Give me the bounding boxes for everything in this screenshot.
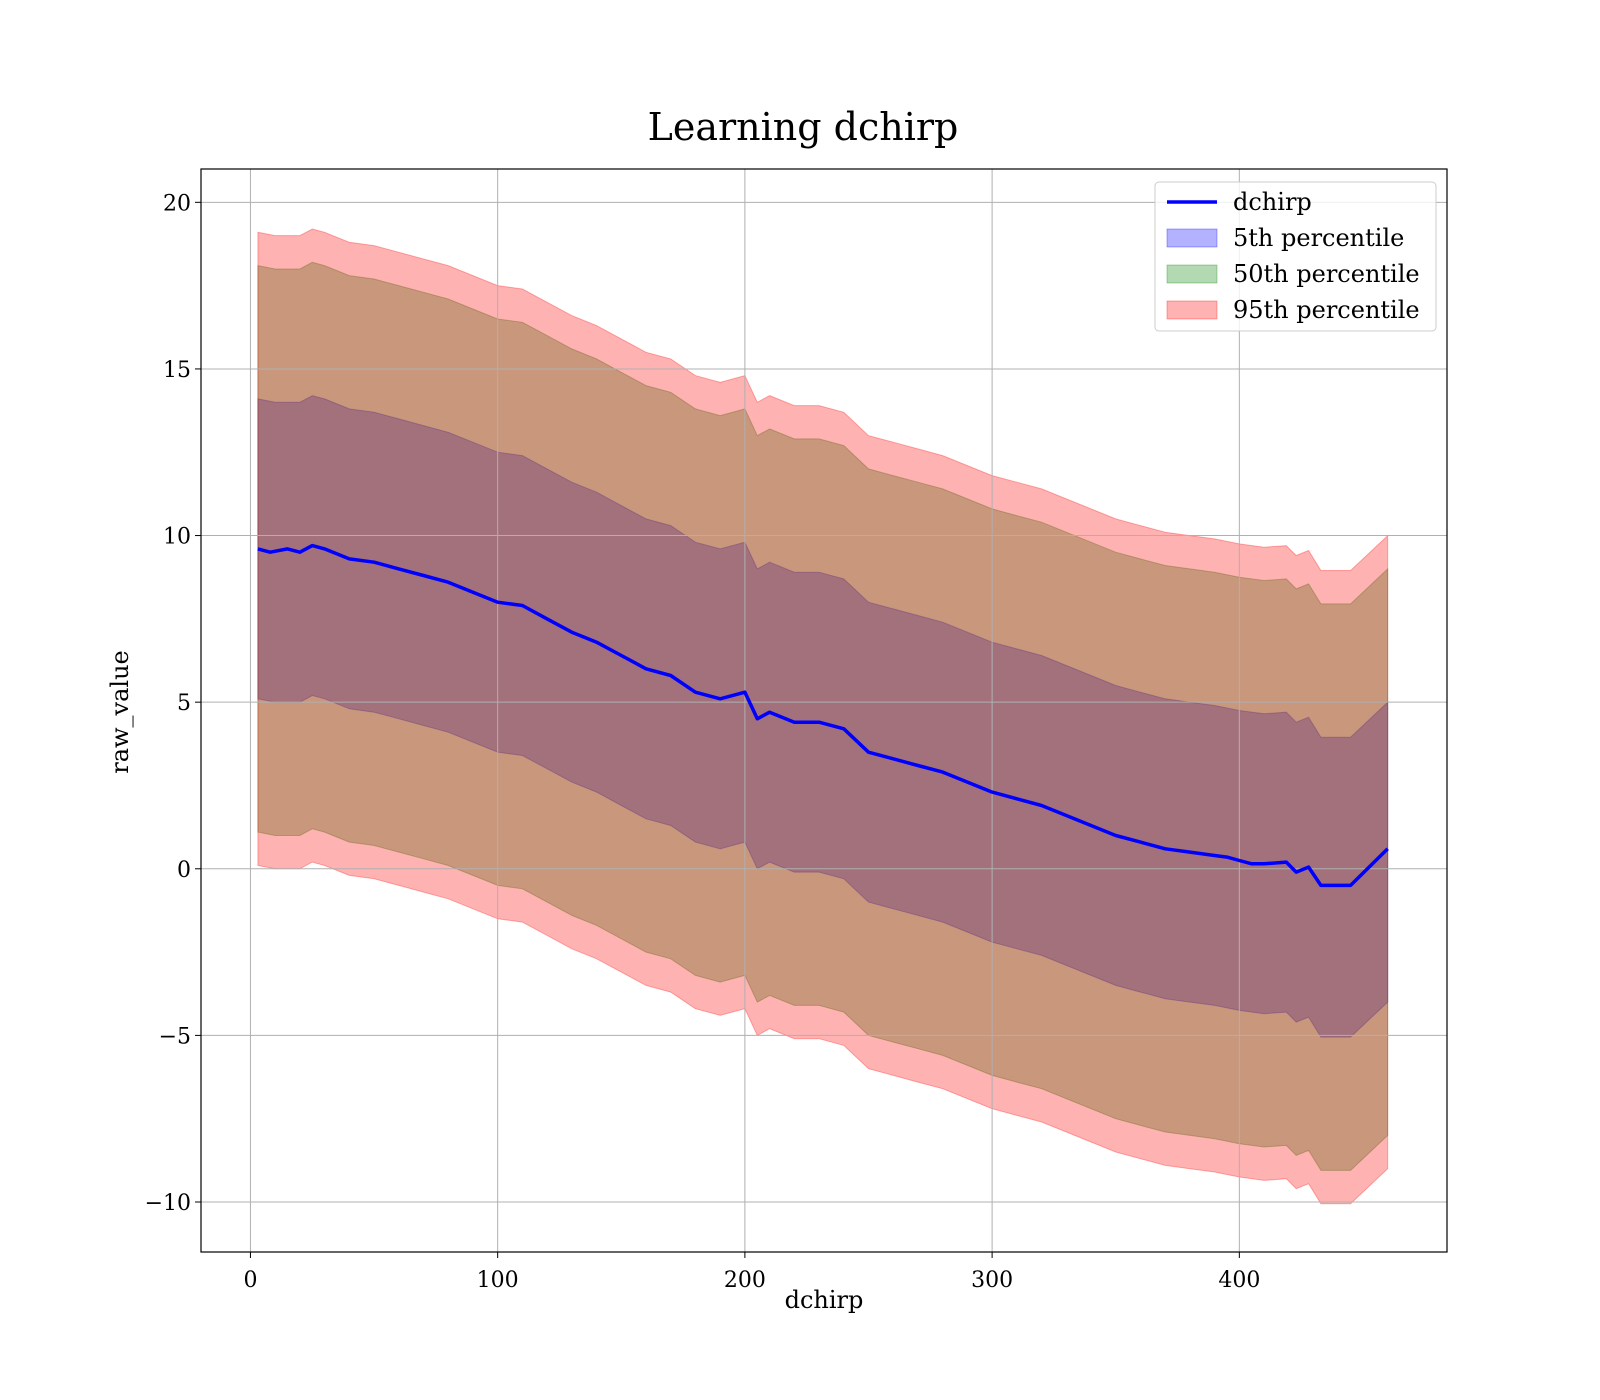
chart-title: Learning dchirp	[648, 105, 959, 149]
legend-swatch-band	[1166, 228, 1218, 248]
y-tick-label: 5	[177, 691, 191, 716]
plot-frame	[200, 168, 1448, 1253]
x-axis-label: dchirp	[785, 1286, 864, 1314]
legend-box	[1154, 181, 1437, 332]
percentile-bands	[257, 228, 1389, 1205]
y-tick-label: 15	[163, 358, 191, 383]
legend-swatch-band	[1166, 300, 1218, 320]
legend: dchirp 5th percentile 50th percentile 95th …	[1154, 181, 1437, 332]
legend-label: 5th percentile	[1233, 224, 1404, 252]
x-tick-label: 400	[1218, 1268, 1260, 1293]
series-line-dchirp	[257, 543, 1389, 888]
y-tick-label: −5	[159, 1024, 191, 1049]
y-tick-label: 20	[163, 191, 191, 216]
y-tick-label: 10	[163, 525, 191, 550]
plot-area	[200, 168, 1448, 1253]
legend-label: 95th percentile	[1233, 296, 1420, 324]
x-tick-label: 300	[971, 1268, 1013, 1293]
band-95th-percentile	[257, 228, 1389, 1205]
y-axis-ticks: −10 −5 0 5 10 15 20	[145, 191, 201, 1216]
series-line-group	[257, 543, 1389, 888]
x-tick-label: 200	[724, 1268, 766, 1293]
grid-lines	[201, 169, 1447, 1252]
band-50th-percentile	[257, 261, 1389, 1171]
y-tick-label: −10	[145, 1191, 191, 1216]
x-tick-label: 100	[477, 1268, 519, 1293]
y-axis-label: raw_value	[106, 650, 134, 774]
x-axis-ticks: 0 100 200 300 400	[243, 1252, 1260, 1293]
legend-swatch-band	[1166, 264, 1218, 284]
band-5th-percentile	[257, 395, 1389, 1038]
legend-label: dchirp	[1233, 188, 1312, 216]
y-tick-label: 0	[177, 858, 191, 883]
legend-label: 50th percentile	[1233, 260, 1420, 288]
x-tick-label: 0	[243, 1268, 257, 1293]
